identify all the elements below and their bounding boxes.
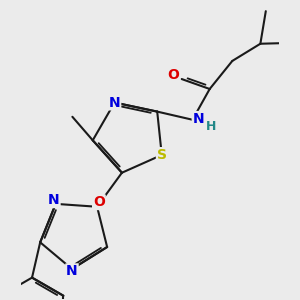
Text: N: N [66, 264, 78, 278]
Text: H: H [206, 120, 217, 133]
Text: O: O [168, 68, 179, 83]
Text: O: O [93, 195, 105, 209]
Text: N: N [109, 95, 120, 110]
Text: S: S [157, 148, 167, 162]
Text: N: N [48, 193, 60, 207]
Text: N: N [193, 112, 204, 126]
